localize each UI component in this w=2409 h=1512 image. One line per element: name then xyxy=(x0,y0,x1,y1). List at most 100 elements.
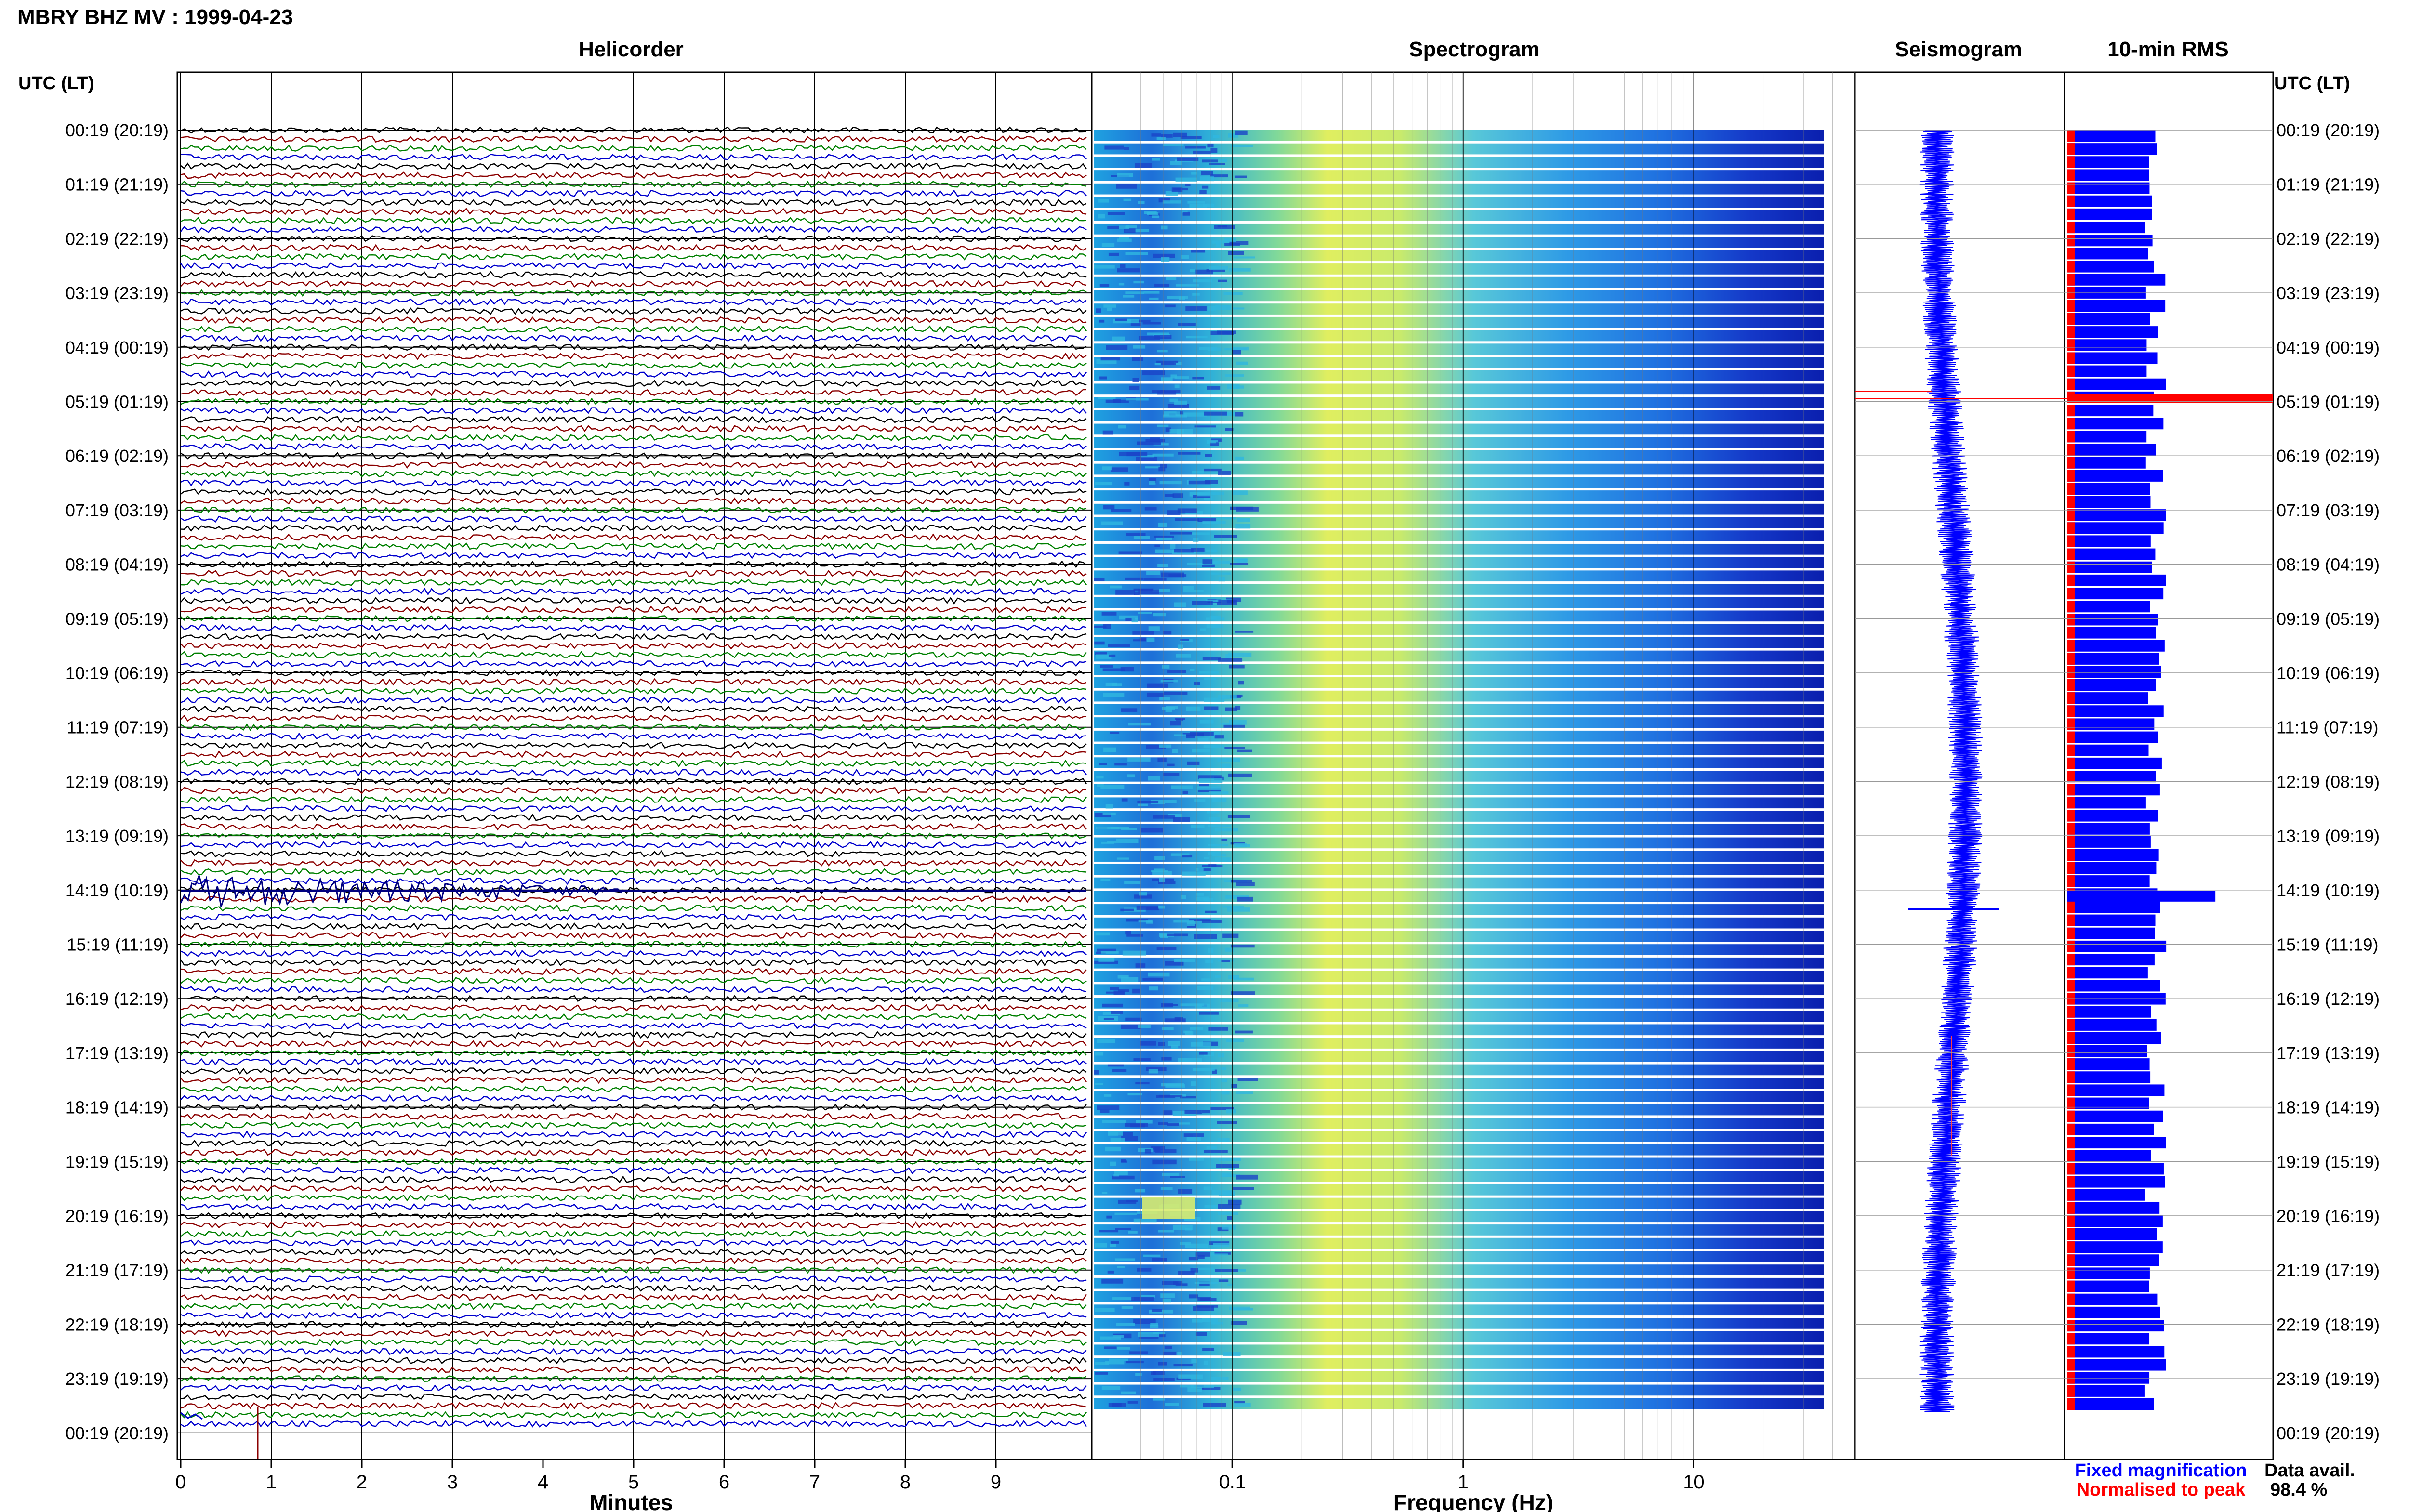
spectrogram-speck xyxy=(1103,304,1116,308)
rms-bar xyxy=(2067,365,2147,377)
time-tick-right: 03:19 (23:19) xyxy=(2277,283,2380,303)
spectrogram-block xyxy=(1094,130,1824,141)
spectrogram-speck xyxy=(1110,467,1128,472)
rms-bars xyxy=(1855,130,2273,1433)
time-tick-right: 06:19 (02:19) xyxy=(2277,446,2380,466)
rms-bar xyxy=(2067,1385,2145,1397)
spectrogram-speck xyxy=(1102,430,1113,435)
spectrogram-speck xyxy=(1129,1351,1148,1355)
spectrogram-speck xyxy=(1199,190,1207,194)
helicorder-trace-row xyxy=(180,787,1087,794)
spectrogram-speck xyxy=(1158,905,1165,909)
spectrogram-block xyxy=(1094,1171,1824,1182)
spectrogram-speck xyxy=(1105,1361,1125,1365)
spectrogram-speck xyxy=(1236,882,1255,886)
rms-normalised-bar xyxy=(2067,862,2075,874)
time-tick-left: 09:19 (05:19) xyxy=(66,609,169,629)
spectrogram-speck xyxy=(1221,1078,1227,1083)
spectrogram-block xyxy=(1094,263,1824,275)
spectrogram-speck xyxy=(1138,201,1145,204)
spectrogram-speck xyxy=(1153,1398,1165,1401)
spectrogram-block xyxy=(1094,730,1824,742)
time-tick-right: 00:19 (20:19) xyxy=(2277,120,2380,140)
rms-normalised-bar xyxy=(2067,574,2075,586)
spectrogram-block xyxy=(1094,437,1824,448)
seismogram-envelope xyxy=(1919,130,1983,1412)
helicorder-trace-row xyxy=(180,1275,1087,1283)
spectrogram-speck xyxy=(1118,1199,1137,1204)
spectrogram-speck xyxy=(1204,1205,1218,1208)
spectrogram-speck xyxy=(1235,130,1248,135)
spectrogram-speck xyxy=(1114,1212,1137,1215)
rms-normalised-bar xyxy=(2067,470,2075,482)
spectrogram-speck xyxy=(1229,720,1247,725)
time-tick-left: 00:19 (20:19) xyxy=(66,120,169,140)
helicorder-trace-row xyxy=(180,171,1087,179)
helicorder-trace-row xyxy=(180,1194,1087,1202)
helicorder-trace-row xyxy=(180,1366,1087,1374)
rms-normalised-bar xyxy=(2067,1280,2075,1292)
rms-normalised-bar xyxy=(2067,744,2075,756)
spectrogram-speck xyxy=(1173,920,1194,923)
spectrogram-speck xyxy=(1233,256,1255,259)
spectrogram-speck xyxy=(1117,173,1133,177)
helicorder-trace-row xyxy=(180,289,1087,297)
spectrogram-speck xyxy=(1195,1252,1210,1257)
helicorder-trace-row xyxy=(180,370,1087,378)
spectrogram-speck xyxy=(1094,1070,1099,1075)
helicorder-trace-row xyxy=(180,451,1087,460)
helicorder-trace-row xyxy=(180,397,1087,406)
spectrogram-speck xyxy=(1159,481,1182,485)
spectrogram-speck xyxy=(1099,1230,1119,1233)
spectrogram-speck xyxy=(1095,1243,1108,1248)
time-tick-left: 14:19 (10:19) xyxy=(66,881,169,900)
spectrogram-speck xyxy=(1160,1293,1175,1298)
spectrogram-speck xyxy=(1174,384,1180,389)
rms-normalised-bar xyxy=(2067,1293,2075,1305)
spectrogram-speck xyxy=(1119,237,1129,240)
spectrogram-speck xyxy=(1113,319,1131,324)
spectrogram-speck xyxy=(1195,269,1213,275)
spectrogram-speck xyxy=(1125,291,1144,294)
spectrogram-speck xyxy=(1195,1003,1210,1009)
spectrogram-speck xyxy=(1220,723,1242,725)
spectrogram-speck xyxy=(1100,1336,1121,1340)
spectrogram-block xyxy=(1094,1237,1824,1249)
spectrogram-speck xyxy=(1185,184,1191,186)
helicorder-trace-row xyxy=(180,1040,1087,1048)
rms-bar xyxy=(2067,771,2156,783)
spectrogram-speck xyxy=(1096,776,1104,779)
spectrogram-speck xyxy=(1130,323,1141,326)
rms-bar xyxy=(2067,522,2164,534)
spectrogram-speck xyxy=(1163,144,1184,146)
minutes-axis-label: Minutes xyxy=(589,1490,673,1512)
spectrogram-speck xyxy=(1218,1204,1241,1209)
spectrogram-speck xyxy=(1156,360,1179,363)
rms-bar xyxy=(2067,1372,2150,1384)
helicorder-trace-row xyxy=(180,180,1087,188)
spectrogram-speck xyxy=(1132,988,1140,994)
spectrogram-speck xyxy=(1140,828,1163,833)
spectrogram-speck xyxy=(1190,669,1195,671)
spectrogram-speck xyxy=(1097,948,1116,952)
spectrogram-speck xyxy=(1153,1378,1175,1381)
spectrogram-speck xyxy=(1112,336,1125,342)
spectrogram-block xyxy=(1094,1277,1824,1289)
helicorder-trace-row xyxy=(180,1167,1087,1174)
spectrogram-speck xyxy=(1118,283,1125,286)
spectrogram-block xyxy=(1094,1091,1824,1102)
spectrogram-speck xyxy=(1161,363,1176,366)
rms-bar xyxy=(2067,300,2166,312)
spectrogram-speck xyxy=(1193,1068,1215,1071)
spectrogram-speck xyxy=(1095,1052,1104,1056)
time-tick-left: 01:19 (21:19) xyxy=(66,175,169,195)
spectrogram-speck xyxy=(1165,1403,1179,1406)
rms-bar xyxy=(2067,627,2156,639)
helicorder-trace-row xyxy=(180,1094,1087,1102)
spectrogram-speck xyxy=(1231,490,1248,495)
spectrogram-block xyxy=(1094,1224,1824,1236)
spectrogram-speck xyxy=(1138,803,1148,806)
rms-normalised-bar xyxy=(2067,274,2075,286)
helicorder-trace-row xyxy=(180,859,1087,867)
spectrogram-speck xyxy=(1103,505,1115,510)
